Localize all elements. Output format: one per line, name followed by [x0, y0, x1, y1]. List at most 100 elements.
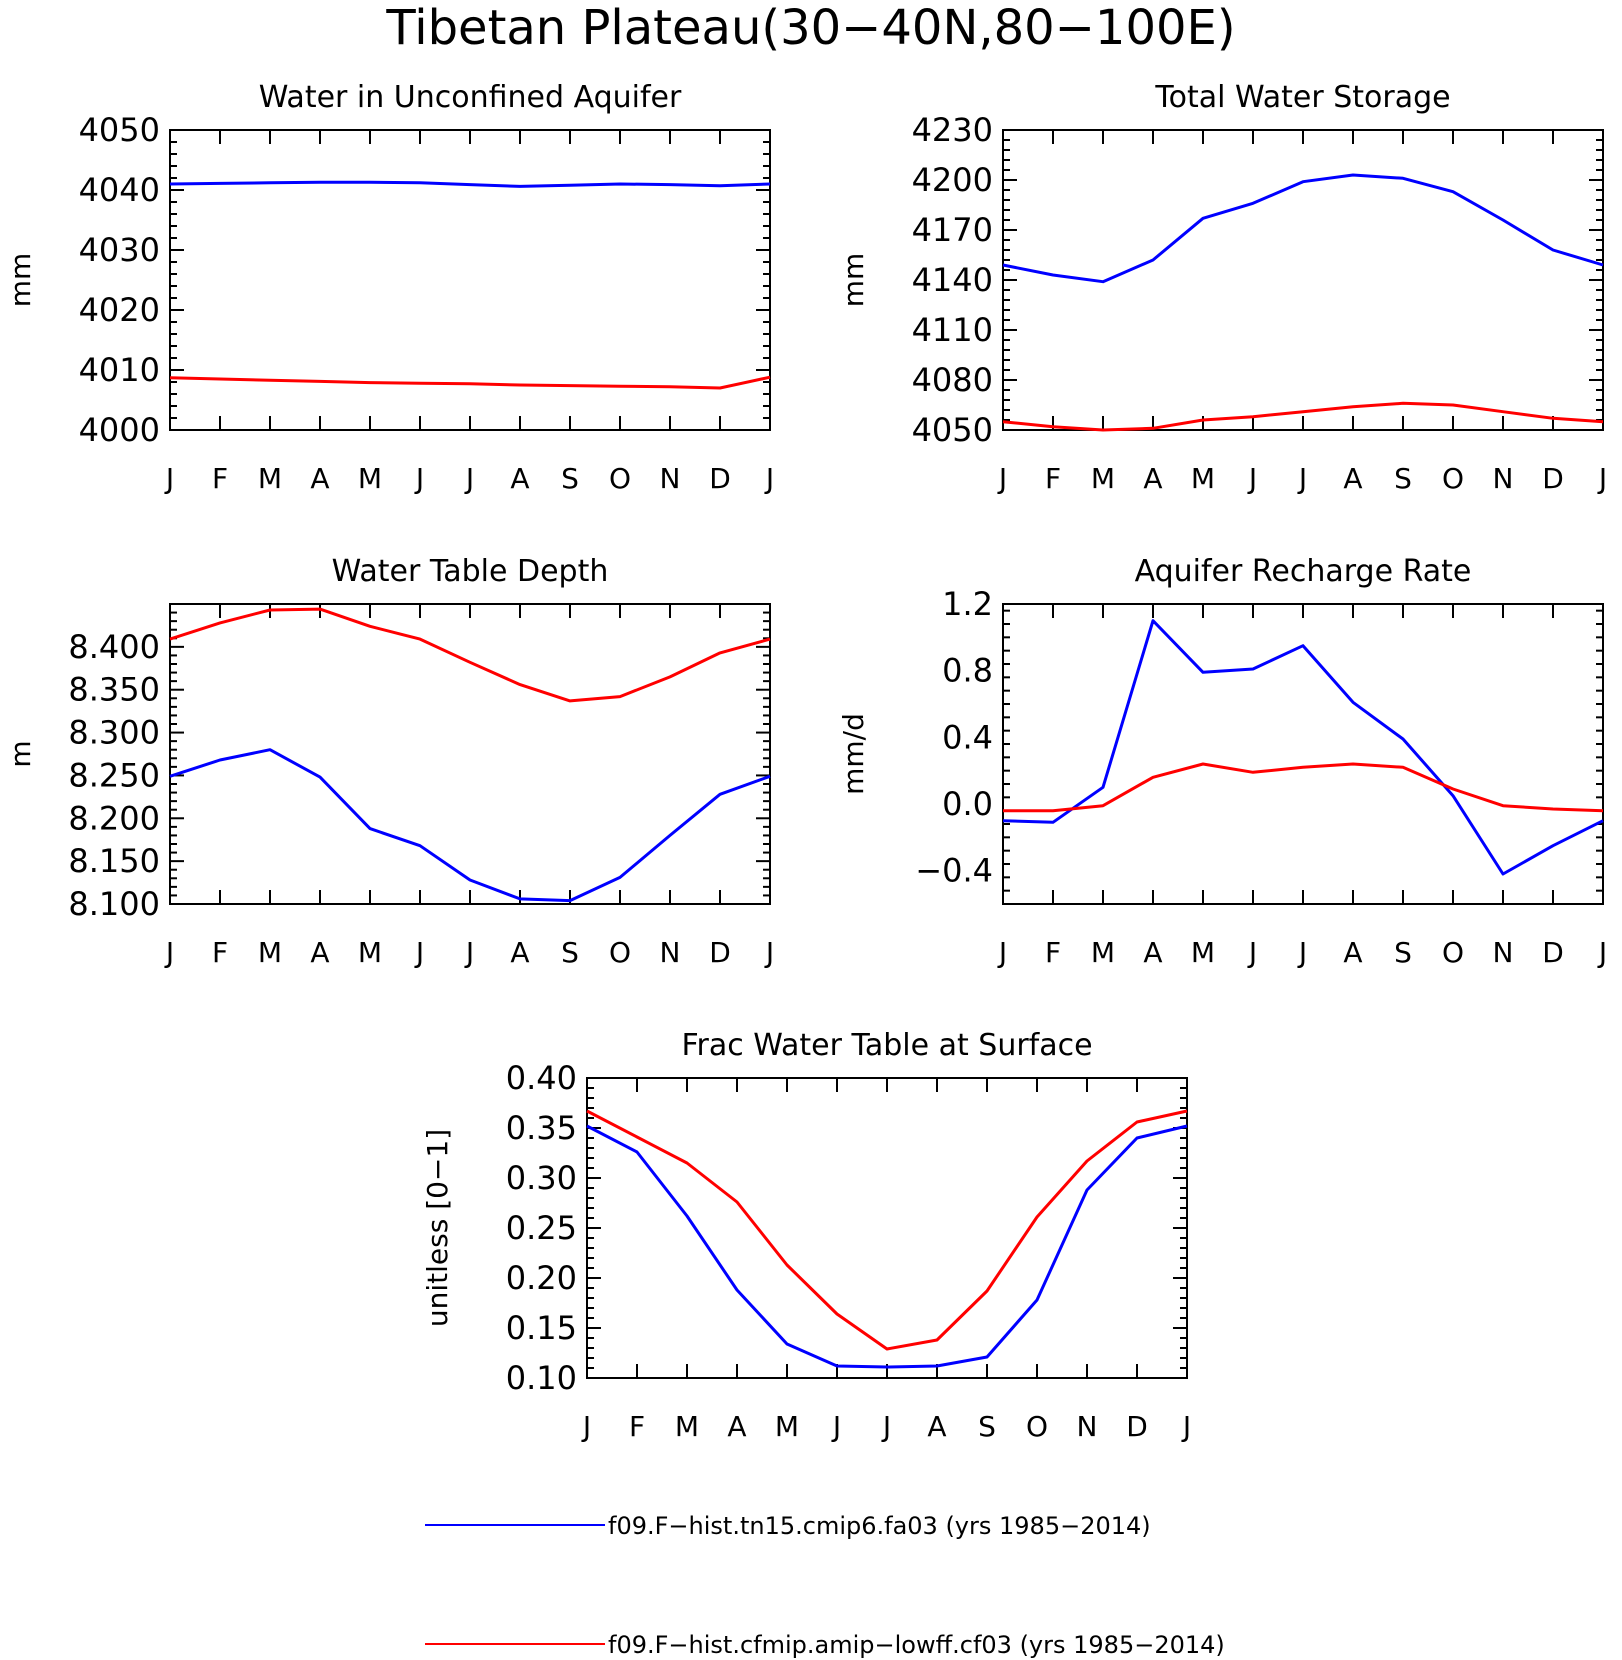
- panel-title: Water in Unconfined Aquifer: [259, 80, 682, 115]
- x-tick-label: A: [927, 1410, 946, 1443]
- y-tick-label: 8.250: [68, 756, 160, 794]
- y-tick-label: 0.20: [506, 1259, 577, 1297]
- series-line-1: [1002, 173, 1604, 284]
- y-tick-label: 4000: [79, 411, 160, 449]
- x-tick-label: J: [1297, 936, 1307, 969]
- x-tick-label: J: [414, 462, 424, 495]
- x-tick-label: A: [1343, 936, 1362, 969]
- x-tick-label: J: [1247, 462, 1257, 495]
- y-tick-label: 4080: [912, 361, 993, 399]
- x-tick-label: N: [1493, 462, 1514, 495]
- x-tick-label: O: [609, 462, 631, 495]
- y-tick-label: 4050: [79, 111, 160, 149]
- x-tick-label: J: [464, 936, 474, 969]
- y-tick-label: 0.25: [506, 1209, 577, 1247]
- x-tick-label: M: [258, 936, 282, 969]
- panel-title: Aquifer Recharge Rate: [1135, 554, 1472, 589]
- y-tick-label: 0.40: [506, 1059, 577, 1097]
- y-axis-label: m: [4, 740, 37, 767]
- y-tick-label: 8.300: [68, 714, 160, 752]
- x-tick-label: N: [1077, 1410, 1098, 1443]
- panel-title: Water Table Depth: [332, 554, 609, 589]
- x-tick-label: A: [510, 462, 529, 495]
- x-tick-label: J: [164, 462, 174, 495]
- y-tick-label: 4170: [912, 211, 993, 249]
- y-tick-label: 4030: [79, 231, 160, 269]
- x-tick-label: M: [1191, 462, 1215, 495]
- y-tick-label: 0.15: [506, 1309, 577, 1347]
- y-tick-label: 8.350: [68, 671, 160, 709]
- x-tick-label: A: [1343, 462, 1362, 495]
- panel-title: Total Water Storage: [1154, 80, 1450, 115]
- x-tick-label: F: [629, 1410, 645, 1443]
- x-tick-label: M: [1191, 936, 1215, 969]
- x-tick-label: J: [881, 1410, 891, 1443]
- x-tick-label: A: [310, 462, 329, 495]
- x-tick-label: S: [1394, 462, 1412, 495]
- x-tick-label: F: [1045, 462, 1061, 495]
- x-tick-label: J: [464, 462, 474, 495]
- series-line-2: [169, 607, 771, 703]
- y-tick-label: 4050: [912, 411, 993, 449]
- series-line-2: [169, 375, 771, 390]
- x-tick-label: J: [1181, 1410, 1191, 1443]
- x-tick-label: M: [358, 936, 382, 969]
- x-tick-label: O: [1442, 936, 1464, 969]
- y-tick-label: 0.4: [942, 718, 993, 756]
- panel-title: Frac Water Table at Surface: [681, 1028, 1092, 1063]
- x-tick-label: A: [310, 936, 329, 969]
- plot-frame: [169, 603, 771, 905]
- y-axis-label: unitless [0−1]: [421, 1129, 454, 1327]
- x-tick-label: D: [1126, 1410, 1148, 1443]
- x-tick-label: J: [581, 1410, 591, 1443]
- x-tick-label: M: [1091, 936, 1115, 969]
- y-tick-label: 0.10: [506, 1359, 577, 1397]
- plot-frame: [1002, 603, 1604, 905]
- x-tick-label: J: [831, 1410, 841, 1443]
- y-axis-label: mm: [837, 253, 870, 308]
- panel-frac-water-table-at-surface: Frac Water Table at Surface unitless [0−1…: [421, 1028, 1191, 1443]
- y-axis-label: mm: [4, 253, 37, 308]
- series-line-1: [586, 1124, 1188, 1369]
- series-line-2: [586, 1109, 1188, 1351]
- y-tick-label: 4040: [79, 171, 160, 209]
- figure-title: Tibetan Plateau(30−40N,80−100E): [385, 0, 1235, 56]
- series-line-1: [1002, 619, 1604, 876]
- x-tick-label: J: [1597, 936, 1607, 969]
- x-tick-label: A: [510, 936, 529, 969]
- y-tick-label: 8.150: [68, 842, 160, 880]
- x-tick-label: F: [212, 936, 228, 969]
- y-tick-label: 8.100: [68, 885, 160, 923]
- x-tick-label: J: [1597, 462, 1607, 495]
- x-tick-label: M: [358, 462, 382, 495]
- x-tick-label: N: [660, 936, 681, 969]
- x-tick-label: S: [978, 1410, 996, 1443]
- x-tick-label: A: [1143, 936, 1162, 969]
- x-tick-label: M: [258, 462, 282, 495]
- x-tick-label: S: [1394, 936, 1412, 969]
- series-line-1: [169, 180, 771, 188]
- x-tick-label: D: [1542, 462, 1564, 495]
- series-line-1: [169, 748, 771, 903]
- x-tick-label: D: [1542, 936, 1564, 969]
- legend: f09.F−hist.tn15.cmip6.fa03 (yrs 1985−201…: [425, 1512, 1225, 1659]
- x-tick-label: M: [775, 1410, 799, 1443]
- y-tick-label: 4020: [79, 291, 160, 329]
- x-tick-label: J: [997, 936, 1007, 969]
- x-tick-label: F: [1045, 936, 1061, 969]
- legend-label-series1: f09.F−hist.tn15.cmip6.fa03 (yrs 1985−201…: [608, 1512, 1151, 1540]
- x-tick-label: A: [1143, 462, 1162, 495]
- y-tick-label: 4230: [912, 111, 993, 149]
- x-tick-label: J: [1247, 936, 1257, 969]
- x-tick-label: O: [1026, 1410, 1048, 1443]
- y-tick-label: 0.35: [506, 1109, 577, 1147]
- y-tick-label: −0.4: [915, 852, 993, 890]
- x-tick-label: N: [1493, 936, 1514, 969]
- x-tick-label: J: [1297, 462, 1307, 495]
- x-tick-label: F: [212, 462, 228, 495]
- x-tick-label: J: [414, 936, 424, 969]
- x-tick-label: J: [164, 936, 174, 969]
- x-tick-label: D: [709, 462, 731, 495]
